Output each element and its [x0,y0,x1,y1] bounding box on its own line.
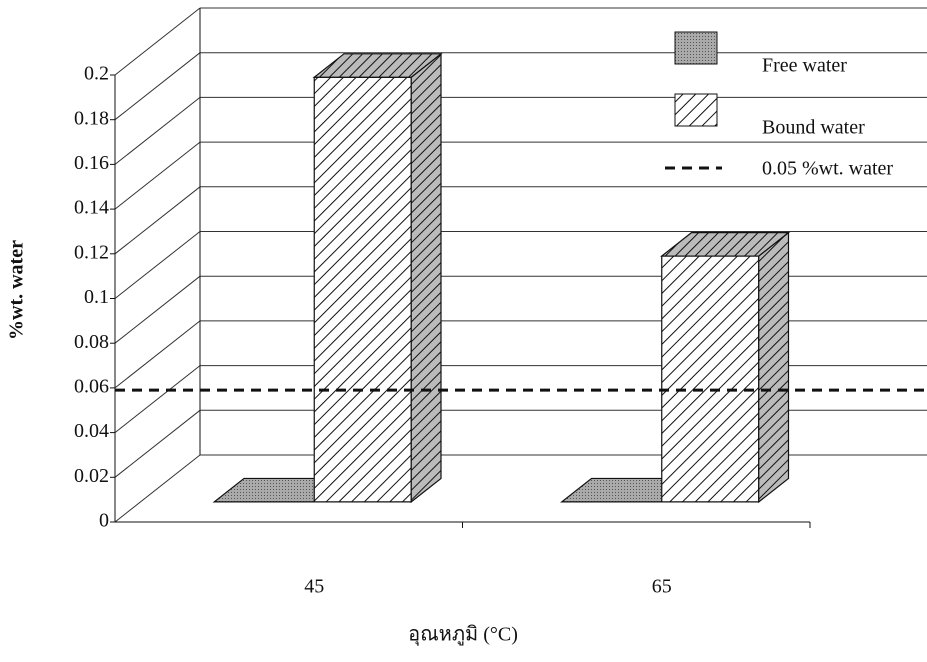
y-tick-label: 0.14 [74,197,109,219]
bar [662,233,789,502]
grid-line [115,410,200,477]
y-tick-label: 0 [99,510,109,532]
legend-swatch [675,94,717,126]
bar-front [662,256,759,502]
grid-line [115,8,200,75]
y-axis-title: %wt. water [6,240,28,340]
y-tick-label: 0.12 [74,241,109,263]
y-tick-label: 0.04 [74,420,109,442]
bar [314,54,441,502]
bar-side [759,233,789,502]
grid-line [115,53,200,120]
bar-front [314,77,411,502]
x-tick-label: 65 [652,576,672,598]
grid-line [115,187,200,254]
x-axis-title: อุณหภูมิ (°C) [408,624,518,647]
y-tick-label: 0.2 [84,63,109,85]
chart: อุณหภูมิ (°C) %wt. water 0 0.02 0.04 0.06 0.… [0,0,927,662]
legend-label: 0.05 %wt. water [762,158,893,180]
y-tick-label: 0.18 [74,107,109,129]
grid-line [115,455,200,522]
y-tick-label: 0.08 [74,331,109,353]
y-tick-label: 0.16 [74,152,109,174]
y-tick-label: 0.02 [74,465,109,487]
bar-side [411,54,441,502]
grid-line [115,276,200,343]
legend-label: Free water [762,55,847,77]
legend-label: Bound water [762,117,865,139]
grid-line [115,366,200,433]
legend-swatch [675,32,717,64]
grid-line [115,232,200,299]
grid-line [115,97,200,164]
grid-line [115,142,200,209]
y-tick-label: 0.06 [74,375,109,397]
grid-line [115,321,200,388]
x-tick-label: 45 [304,576,324,598]
y-tick-label: 0.1 [84,286,109,308]
